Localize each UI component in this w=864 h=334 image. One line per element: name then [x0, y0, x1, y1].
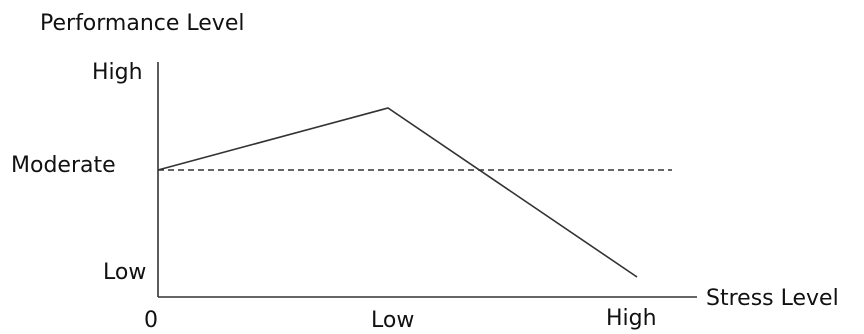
x-tick-high: High	[606, 306, 657, 331]
x-tick-low: Low	[371, 308, 415, 333]
y-axis-label: Performance Level	[40, 11, 245, 36]
y-tick-moderate: Moderate	[11, 153, 116, 178]
performance-series-line	[157, 107, 638, 278]
y-tick-high: High	[92, 60, 143, 85]
y-tick-low: Low	[103, 260, 147, 285]
x-axis-label: Stress Level	[706, 286, 839, 311]
x-tick-0: 0	[144, 308, 158, 333]
